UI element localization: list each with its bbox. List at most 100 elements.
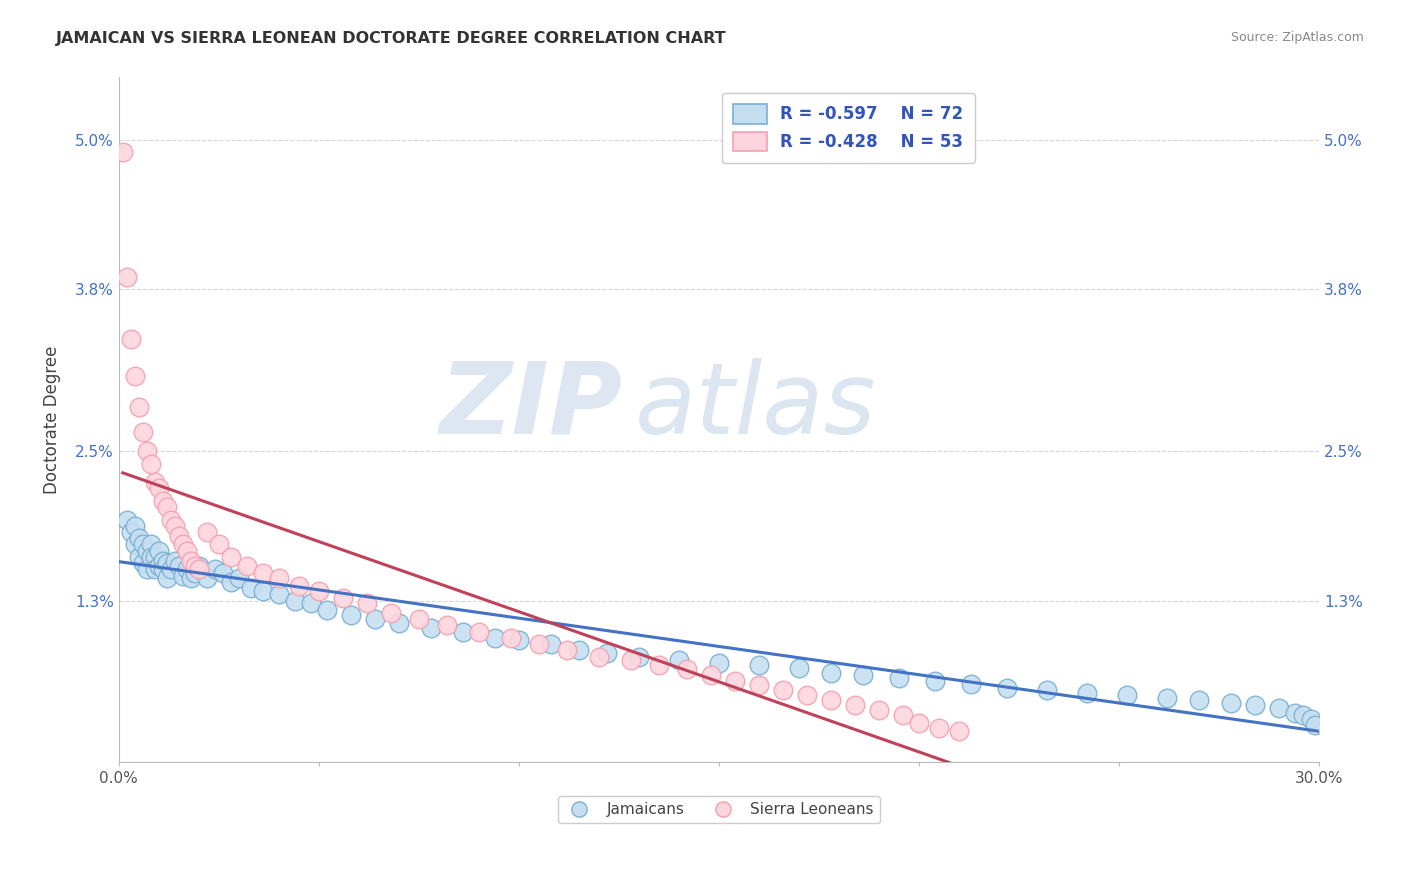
Point xyxy=(143,549,166,564)
Point xyxy=(236,558,259,573)
Point xyxy=(132,556,155,570)
Point xyxy=(139,457,162,471)
Point xyxy=(208,537,231,551)
Point xyxy=(239,581,262,595)
Point xyxy=(408,612,430,626)
Point xyxy=(176,562,198,576)
Point xyxy=(724,674,747,689)
Point xyxy=(419,621,441,635)
Legend: Jamaicans, Sierra Leoneans: Jamaicans, Sierra Leoneans xyxy=(558,796,880,823)
Point xyxy=(159,512,181,526)
Point xyxy=(700,668,723,682)
Point xyxy=(1268,700,1291,714)
Point xyxy=(1244,698,1267,713)
Point xyxy=(332,591,354,605)
Point xyxy=(1116,688,1139,702)
Text: Source: ZipAtlas.com: Source: ZipAtlas.com xyxy=(1230,31,1364,45)
Point xyxy=(668,653,690,667)
Point xyxy=(707,656,730,670)
Point xyxy=(267,587,290,601)
Point xyxy=(163,518,186,533)
Point xyxy=(315,603,337,617)
Point xyxy=(252,566,274,581)
Point xyxy=(1220,696,1243,710)
Point xyxy=(252,583,274,598)
Point xyxy=(187,558,209,573)
Point xyxy=(540,637,562,651)
Point xyxy=(219,549,242,564)
Point xyxy=(960,677,983,691)
Point xyxy=(924,674,946,689)
Point xyxy=(139,537,162,551)
Point xyxy=(748,658,770,673)
Point xyxy=(1303,718,1326,732)
Point xyxy=(1292,708,1315,723)
Point xyxy=(796,688,818,702)
Point xyxy=(211,566,233,581)
Point xyxy=(772,683,794,698)
Point xyxy=(1284,706,1306,720)
Point xyxy=(844,698,866,713)
Point xyxy=(180,571,202,585)
Point xyxy=(364,612,387,626)
Point xyxy=(868,703,890,717)
Point xyxy=(163,554,186,568)
Text: JAMAICAN VS SIERRA LEONEAN DOCTORATE DEGREE CORRELATION CHART: JAMAICAN VS SIERRA LEONEAN DOCTORATE DEG… xyxy=(56,31,727,46)
Point xyxy=(124,518,146,533)
Text: atlas: atlas xyxy=(636,358,876,455)
Point xyxy=(124,537,146,551)
Point xyxy=(499,631,522,645)
Point xyxy=(820,665,842,680)
Point xyxy=(132,425,155,440)
Point xyxy=(748,678,770,692)
Point xyxy=(928,721,950,735)
Point xyxy=(156,571,179,585)
Point xyxy=(152,554,174,568)
Point xyxy=(627,649,650,664)
Point xyxy=(588,649,610,664)
Point xyxy=(1301,712,1323,726)
Point xyxy=(891,708,914,723)
Point xyxy=(148,482,170,496)
Point xyxy=(852,668,875,682)
Point xyxy=(128,531,150,545)
Point xyxy=(143,475,166,490)
Point xyxy=(148,558,170,573)
Point xyxy=(267,571,290,585)
Point xyxy=(184,558,207,573)
Point xyxy=(148,543,170,558)
Point xyxy=(380,606,402,620)
Point xyxy=(436,618,458,632)
Point xyxy=(484,631,506,645)
Point xyxy=(508,633,530,648)
Point xyxy=(356,596,378,610)
Point xyxy=(388,615,411,630)
Point xyxy=(115,512,138,526)
Point xyxy=(1188,693,1211,707)
Point xyxy=(1156,690,1178,705)
Point xyxy=(596,646,619,660)
Point xyxy=(676,662,699,676)
Point xyxy=(152,562,174,576)
Point xyxy=(180,554,202,568)
Point xyxy=(115,269,138,284)
Point xyxy=(451,624,474,639)
Point xyxy=(124,369,146,384)
Point xyxy=(468,624,491,639)
Point xyxy=(1036,683,1059,698)
Point xyxy=(299,596,322,610)
Point xyxy=(167,558,190,573)
Point xyxy=(995,681,1018,695)
Point xyxy=(176,543,198,558)
Text: ZIP: ZIP xyxy=(440,358,623,455)
Point xyxy=(135,444,157,458)
Point xyxy=(143,562,166,576)
Y-axis label: Doctorate Degree: Doctorate Degree xyxy=(44,346,60,494)
Point xyxy=(135,543,157,558)
Point xyxy=(908,715,931,730)
Point xyxy=(219,574,242,589)
Point xyxy=(187,562,209,576)
Point xyxy=(195,571,218,585)
Point xyxy=(120,332,142,346)
Point xyxy=(948,724,970,739)
